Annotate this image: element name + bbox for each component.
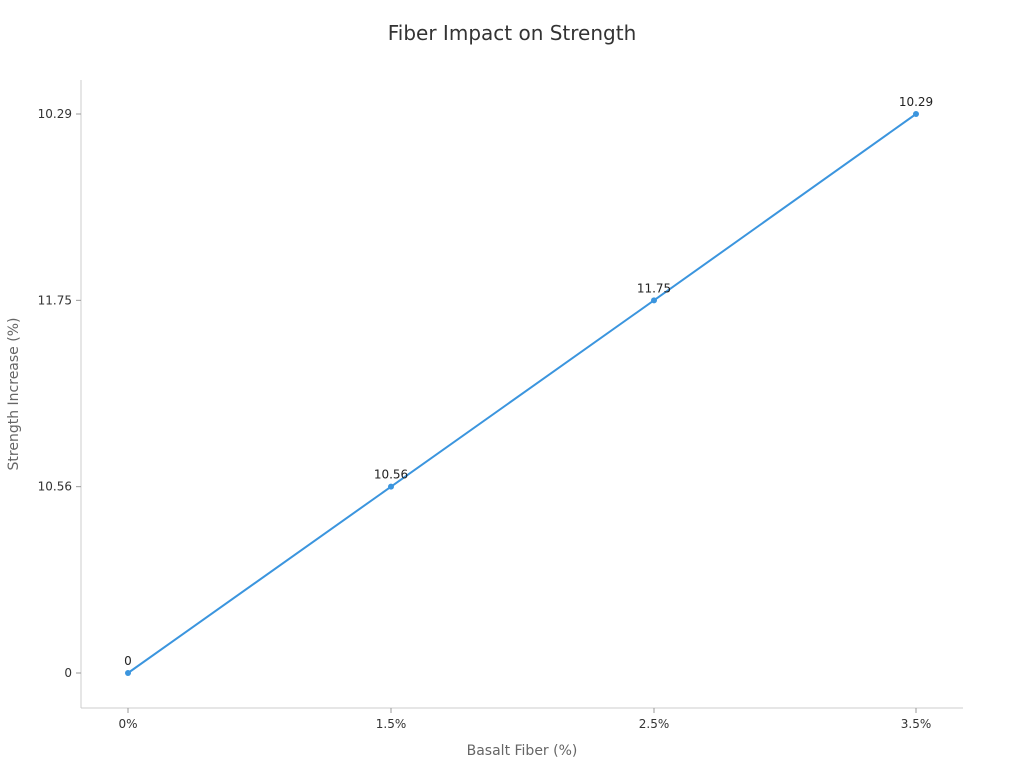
series-layer: 0 10.56 11.75 10.29	[124, 95, 933, 676]
chart-title: Fiber Impact on Strength	[388, 21, 637, 45]
x-tick-label: 3.5%	[901, 717, 932, 731]
x-tick-label: 1.5%	[376, 717, 407, 731]
data-label: 0	[124, 654, 132, 668]
x-tick-label: 0%	[118, 717, 137, 731]
y-tick-label: 10.29	[38, 107, 72, 121]
plot-area	[80, 80, 963, 709]
data-point	[913, 111, 919, 117]
y-axis-title: Strength Increase (%)	[6, 318, 22, 471]
y-axis-ticks: 0 10.56 11.75 10.29	[38, 107, 81, 680]
series-line	[127, 113, 917, 674]
x-tick-label: 2.5%	[639, 717, 670, 731]
y-tick-label: 10.56	[38, 480, 72, 494]
x-axis-title: Basalt Fiber (%)	[467, 743, 578, 759]
x-axis-ticks: 0% 1.5% 2.5% 3.5%	[118, 708, 931, 731]
data-point	[388, 483, 394, 490]
data-label: 10.29	[899, 95, 933, 109]
y-tick-label: 0	[64, 666, 72, 680]
y-tick-label: 11.75	[38, 293, 72, 307]
data-label: 10.56	[374, 468, 408, 482]
data-point	[651, 297, 657, 304]
data-point	[125, 670, 131, 676]
data-label: 11.75	[637, 281, 671, 295]
